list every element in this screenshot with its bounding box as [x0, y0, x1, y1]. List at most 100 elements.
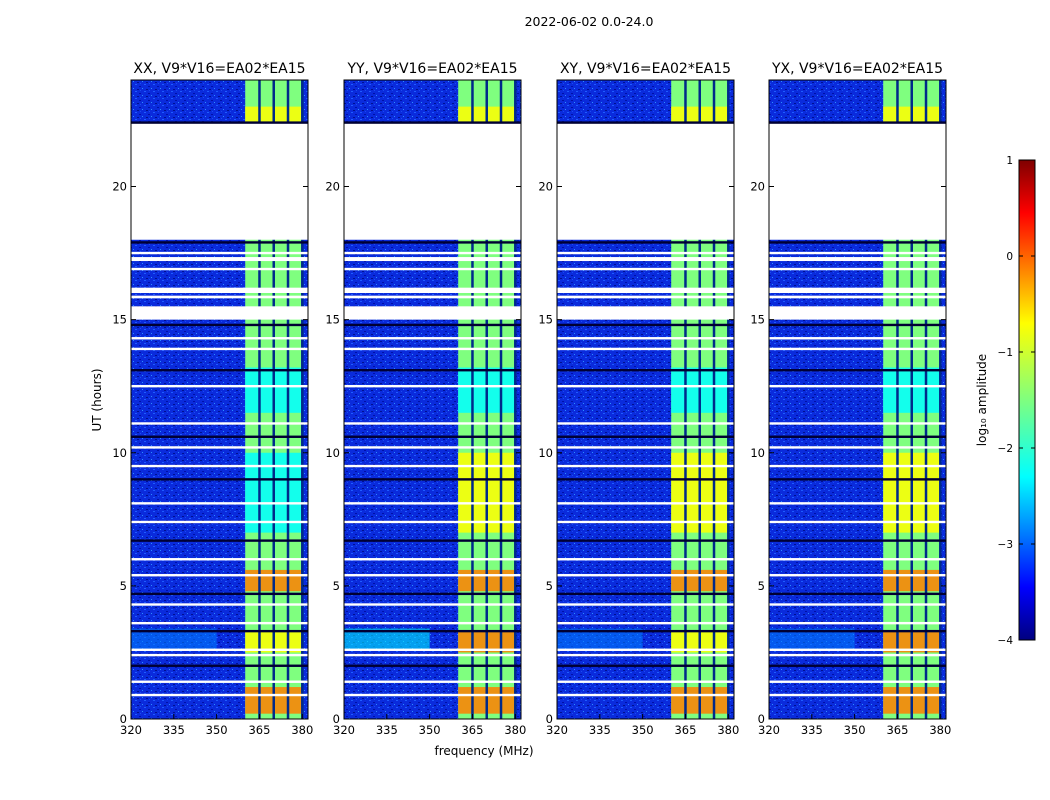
flag-line: [769, 251, 946, 255]
flag-line: [344, 241, 521, 244]
flagged-interval: [769, 287, 946, 293]
flag-line: [557, 422, 734, 425]
x-tick-label: 380: [929, 723, 951, 737]
axes-frame: [343, 79, 522, 720]
y-tick-label: 0: [546, 712, 553, 726]
panel-title: XY, V9*V16=EA02*EA15: [560, 61, 731, 77]
x-tick-label: 350: [419, 723, 441, 737]
y-tick-label: 15: [325, 313, 340, 327]
flagged-interval: [131, 295, 308, 299]
flagged-interval: [131, 287, 308, 293]
flag-line: [131, 502, 308, 505]
x-tick-label: 365: [674, 723, 696, 737]
flag-line: [131, 241, 308, 244]
flag-line: [131, 435, 308, 438]
flag-line: [557, 664, 734, 667]
y-tick-label: 0: [758, 712, 765, 726]
flag-line: [769, 653, 946, 657]
y-tick-label: 15: [112, 313, 127, 327]
flag-line: [131, 384, 308, 388]
flag-line: [557, 164, 734, 167]
flag-line: [557, 603, 734, 606]
flag-line: [131, 592, 308, 596]
flag-line: [131, 558, 308, 561]
flag-line: [131, 629, 308, 633]
flag-line: [557, 347, 734, 351]
flag-line: [344, 267, 521, 271]
flagged-interval: [557, 165, 734, 240]
flag-line: [344, 384, 521, 388]
y-tick-label: 10: [112, 446, 127, 460]
flag-line: [344, 347, 521, 351]
flag-line: [769, 539, 946, 542]
flagged-interval: [557, 306, 734, 320]
flagged-interval: [769, 306, 946, 320]
flag-line: [769, 621, 946, 625]
flag-line: [557, 384, 734, 388]
flag-line: [344, 539, 521, 542]
flag-line: [344, 603, 521, 606]
flagged-interval: [344, 122, 521, 166]
flag-line: [769, 347, 946, 351]
flagged-interval: [131, 306, 308, 320]
flag-line: [131, 164, 308, 167]
flag-line: [131, 648, 308, 651]
flag-line: [557, 592, 734, 596]
axes-frame: [130, 79, 309, 720]
flag-line: [131, 121, 308, 124]
y-tick-label: 5: [758, 579, 765, 593]
flag-line: [131, 621, 308, 625]
flagged-interval: [769, 295, 946, 299]
flag-line: [131, 422, 308, 425]
flag-line: [344, 693, 521, 697]
flagged-interval: [344, 165, 521, 240]
flag-line: [769, 592, 946, 596]
flagged-interval: [557, 122, 734, 166]
x-tick-label: 335: [376, 723, 398, 737]
colorbar-tick-label: −3: [998, 539, 1013, 551]
colorbar-tick-label: 0: [1006, 251, 1013, 263]
flag-line: [131, 574, 308, 577]
axes-frame: [556, 79, 735, 720]
flag-line: [131, 603, 308, 606]
x-tick-label: 335: [589, 723, 611, 737]
flag-line: [769, 693, 946, 697]
y-tick-label: 0: [333, 712, 340, 726]
x-tick-label: 320: [333, 723, 355, 737]
flag-line: [344, 574, 521, 577]
flag-line: [769, 369, 946, 372]
flag-line: [131, 520, 308, 524]
flag-line: [344, 520, 521, 524]
x-tick-label: 350: [206, 723, 228, 737]
x-tick-label: 320: [546, 723, 568, 737]
colorbar: 1 0 −1 −2 −3 −4 log₁₀ amplitude: [975, 155, 1036, 647]
flag-line: [344, 337, 521, 340]
flag-line: [131, 267, 308, 271]
flag-line: [769, 502, 946, 505]
x-tick-label: 350: [632, 723, 654, 737]
flag-line: [131, 323, 308, 327]
flag-line: [344, 629, 521, 633]
flagged-interval: [557, 287, 734, 293]
flag-line: [557, 539, 734, 542]
flag-line: [769, 446, 946, 449]
x-tick-label: 380: [717, 723, 739, 737]
flag-line: [344, 664, 521, 667]
y-tick-label: 20: [538, 180, 553, 194]
flag-line: [557, 323, 734, 327]
flagged-interval: [344, 287, 521, 293]
flag-line: [131, 664, 308, 667]
flag-line: [557, 241, 734, 244]
figure-suptitle: 2022-06-02 0.0-24.0: [525, 14, 654, 29]
axes-frame: [768, 79, 947, 720]
heatmap-low-band: [344, 628, 430, 650]
flag-line: [769, 384, 946, 388]
flagged-interval: [557, 257, 734, 262]
flag-line: [344, 422, 521, 425]
flagged-interval: [344, 295, 521, 299]
flag-line: [557, 121, 734, 124]
y-tick-label: 5: [120, 579, 127, 593]
flag-line: [557, 502, 734, 505]
flag-line: [557, 267, 734, 271]
x-tick-label: 350: [844, 723, 866, 737]
